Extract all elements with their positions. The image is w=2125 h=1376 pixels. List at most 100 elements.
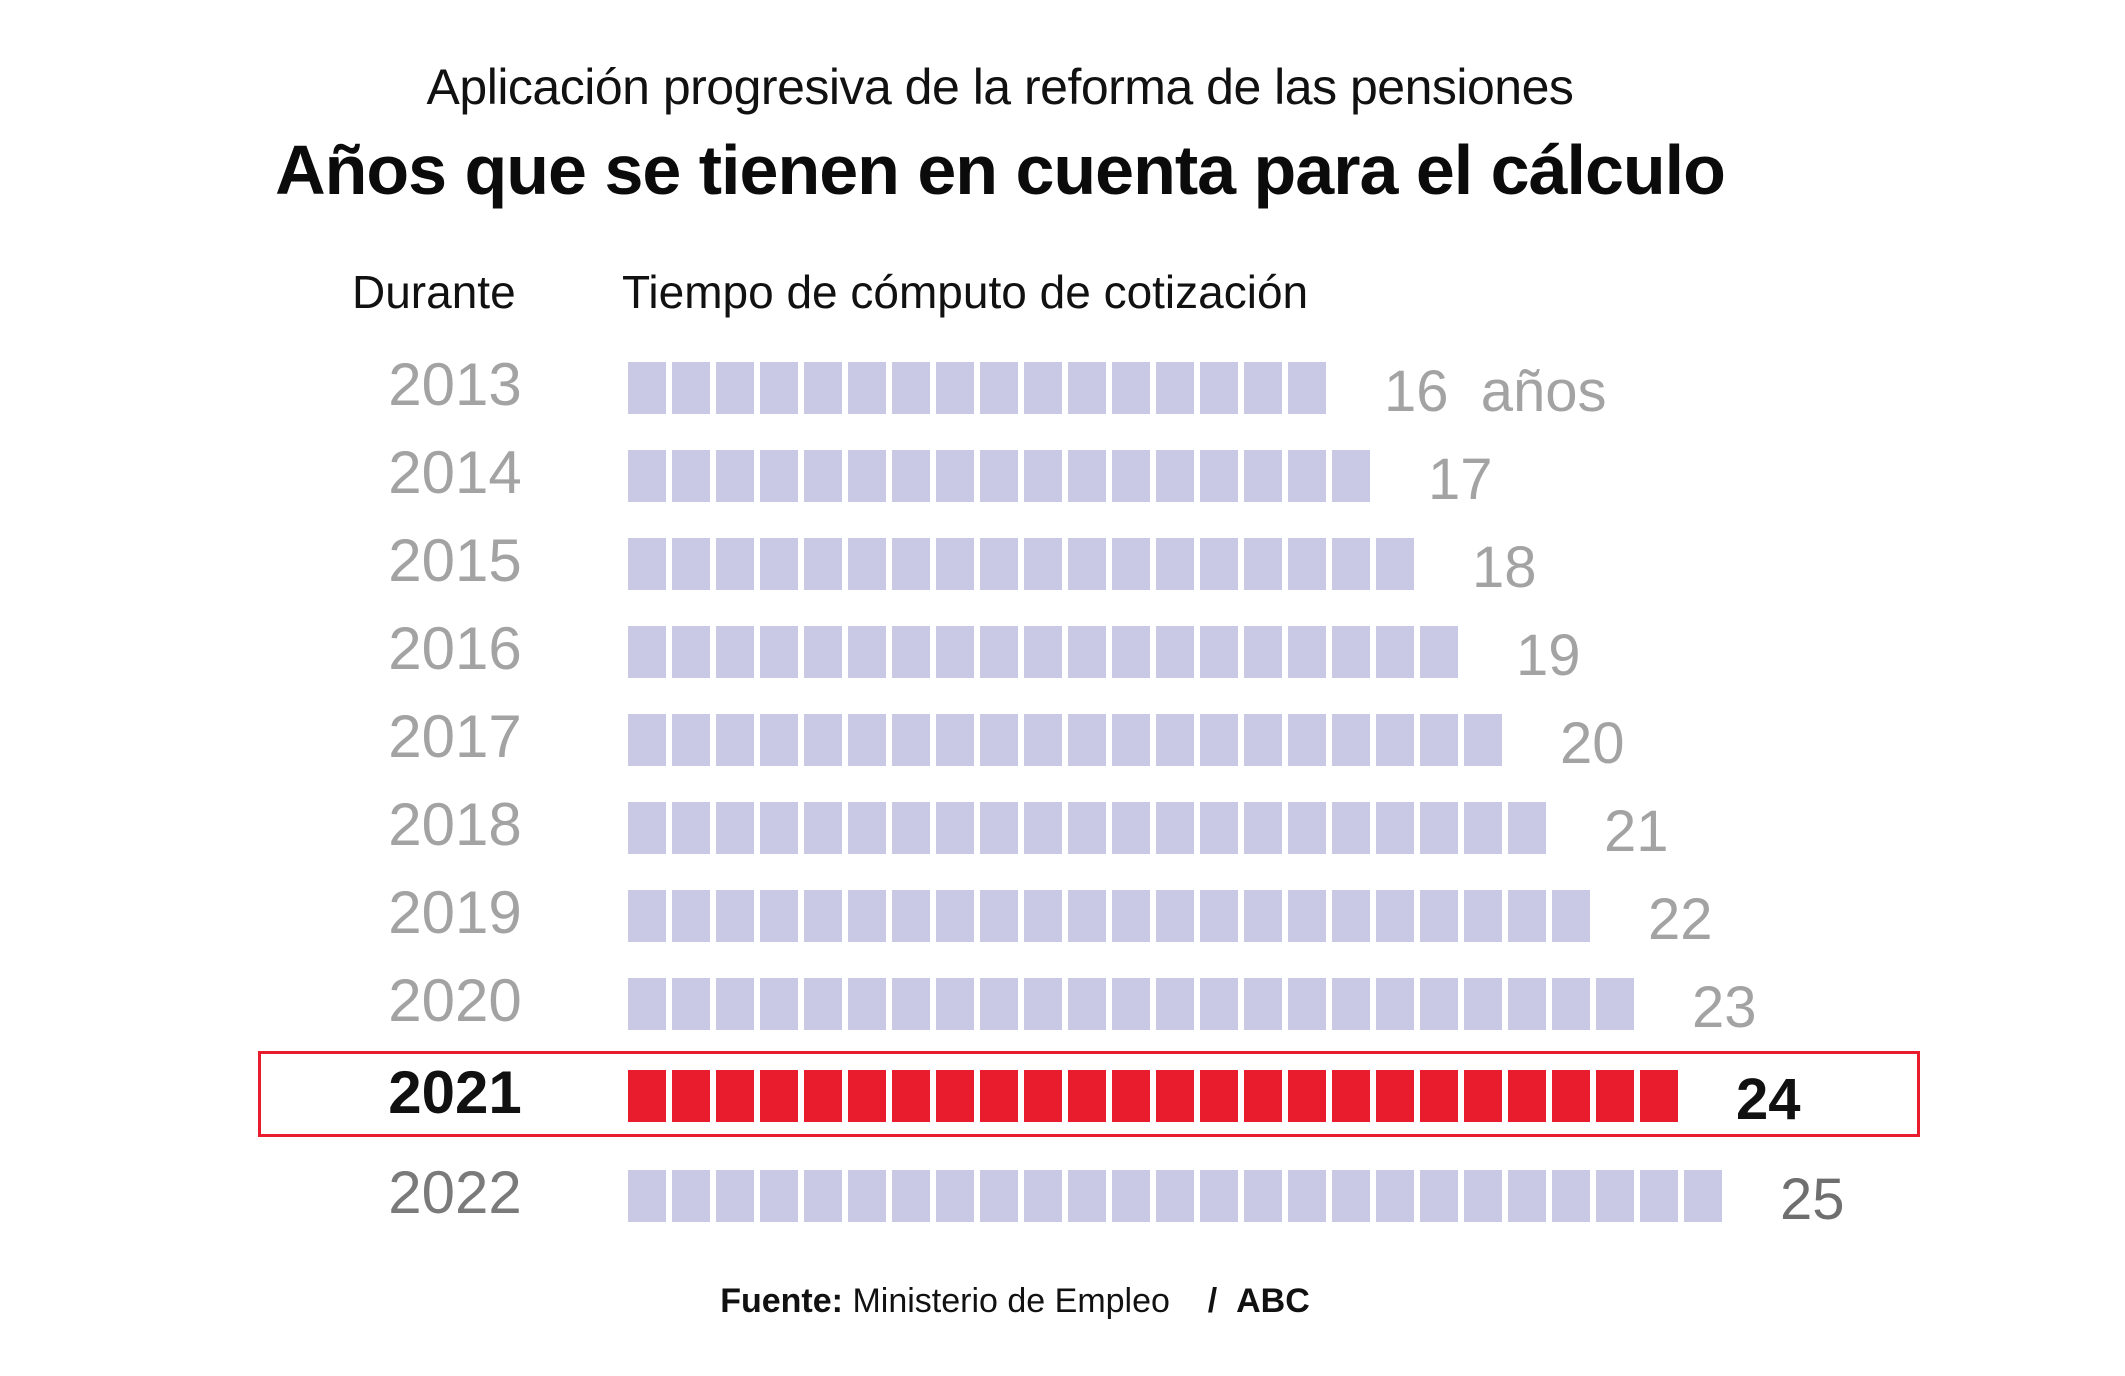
value-label: 16 años <box>1384 359 1607 424</box>
year-block <box>936 714 974 766</box>
value-label: 23 <box>1692 975 1757 1040</box>
year-block <box>1552 1070 1590 1122</box>
year-block <box>760 978 798 1030</box>
column-header-year: Durante <box>352 266 516 318</box>
year-block <box>1200 538 1238 590</box>
year-block <box>1420 1170 1458 1222</box>
year-block <box>716 802 754 854</box>
year-block <box>1244 362 1282 414</box>
value-label: 20 <box>1560 711 1625 776</box>
value-label: 17 <box>1428 447 1493 512</box>
year-block <box>1244 626 1282 678</box>
year-block <box>936 802 974 854</box>
source-label: Fuente: <box>720 1282 843 1320</box>
year-block <box>1640 1070 1678 1122</box>
year-block <box>1156 626 1194 678</box>
year-block <box>1332 538 1370 590</box>
year-block <box>1068 978 1106 1030</box>
year-block <box>1596 978 1634 1030</box>
year-block <box>936 890 974 942</box>
year-block <box>716 450 754 502</box>
year-block <box>936 626 974 678</box>
year-block <box>936 1170 974 1222</box>
year-block <box>980 626 1018 678</box>
year-block <box>1420 890 1458 942</box>
highlight-box <box>258 1051 1920 1137</box>
year-label: 2013 <box>388 351 522 418</box>
source-note: Fuente: Ministerio de Empleo / ABC <box>0 1282 2030 1321</box>
year-block <box>936 362 974 414</box>
year-block <box>1464 890 1502 942</box>
year-block <box>628 1170 666 1222</box>
year-block <box>1156 1070 1194 1122</box>
year-block <box>672 450 710 502</box>
year-block <box>1420 978 1458 1030</box>
value-label: 21 <box>1604 799 1669 864</box>
year-block <box>892 1170 930 1222</box>
year-block <box>1068 450 1106 502</box>
year-block <box>1288 802 1326 854</box>
year-block <box>848 978 886 1030</box>
year-label: 2015 <box>388 527 522 594</box>
year-block <box>1508 890 1546 942</box>
year-block <box>1244 1170 1282 1222</box>
year-block <box>1200 1070 1238 1122</box>
year-block <box>1376 714 1414 766</box>
year-block <box>1288 978 1326 1030</box>
year-block <box>1200 714 1238 766</box>
year-block <box>1156 538 1194 590</box>
year-block <box>628 626 666 678</box>
year-block <box>1024 626 1062 678</box>
year-block <box>804 362 842 414</box>
year-block <box>1288 626 1326 678</box>
year-block <box>672 714 710 766</box>
year-block <box>804 450 842 502</box>
year-block <box>628 538 666 590</box>
year-block <box>980 450 1018 502</box>
year-block <box>760 802 798 854</box>
year-block <box>1420 626 1458 678</box>
year-block <box>1156 978 1194 1030</box>
year-label: 2020 <box>388 967 522 1034</box>
year-block <box>716 714 754 766</box>
year-block <box>1068 890 1106 942</box>
year-block <box>1024 1170 1062 1222</box>
year-block <box>1244 802 1282 854</box>
year-block <box>980 1070 1018 1122</box>
year-block <box>1420 802 1458 854</box>
year-block <box>1332 1070 1370 1122</box>
year-block <box>1068 626 1106 678</box>
year-block <box>672 362 710 414</box>
year-label: 2022 <box>388 1159 522 1226</box>
year-block <box>1244 538 1282 590</box>
year-block <box>1684 1170 1722 1222</box>
year-block <box>1288 714 1326 766</box>
year-block <box>716 626 754 678</box>
year-block <box>760 538 798 590</box>
year-block <box>848 1170 886 1222</box>
year-block <box>980 802 1018 854</box>
year-block <box>1244 1070 1282 1122</box>
year-block <box>1112 538 1150 590</box>
year-block <box>848 714 886 766</box>
year-block <box>628 362 666 414</box>
year-block <box>672 538 710 590</box>
year-block <box>804 1170 842 1222</box>
column-header-time: Tiempo de cómputo de cotización <box>622 266 1309 318</box>
year-block <box>1024 714 1062 766</box>
year-block <box>848 362 886 414</box>
year-block <box>1244 890 1282 942</box>
year-block <box>804 802 842 854</box>
value-label: 25 <box>1780 1167 1845 1232</box>
year-block <box>936 538 974 590</box>
year-block <box>1200 626 1238 678</box>
year-block <box>980 890 1018 942</box>
value-label: 18 <box>1472 535 1537 600</box>
year-label: 2014 <box>388 439 522 506</box>
year-block <box>1068 538 1106 590</box>
year-block <box>1332 450 1370 502</box>
year-block <box>716 890 754 942</box>
year-block <box>1112 802 1150 854</box>
year-block <box>1596 1170 1634 1222</box>
year-block <box>1376 1070 1414 1122</box>
